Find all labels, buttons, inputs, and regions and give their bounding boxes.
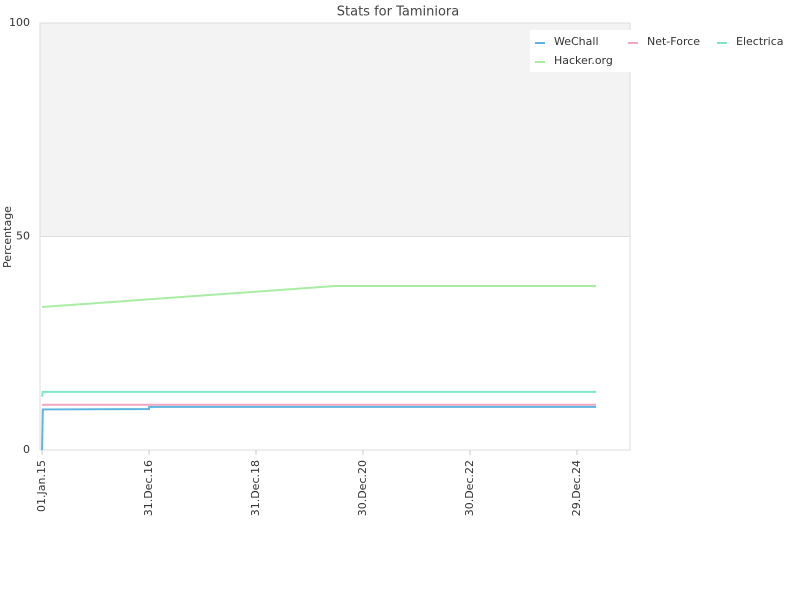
x-tick-label: 29.Dec.24 <box>570 460 583 516</box>
legend <box>530 30 642 72</box>
y-tick-label: 50 <box>16 230 30 243</box>
legend-label: WeChall <box>554 35 599 48</box>
y-tick-label: 100 <box>9 16 30 29</box>
legend-label: Electrica <box>736 35 784 48</box>
legend-label: Hacker.org <box>554 54 613 67</box>
series-line <box>41 285 597 308</box>
x-tick-label: 31.Dec.16 <box>142 460 155 516</box>
series-line <box>41 405 597 451</box>
chart-title: Stats for Taminiora <box>337 5 459 20</box>
x-tick-label: 01.Jan.15 <box>35 460 48 512</box>
series-line <box>41 390 597 397</box>
x-tick-label: 30.Dec.22 <box>463 460 476 516</box>
x-tick-label: 30.Dec.20 <box>356 460 369 516</box>
y-tick-label: 0 <box>23 443 30 456</box>
x-tick-label: 31.Dec.18 <box>249 460 262 516</box>
y-axis-label: Percentage <box>1 206 14 268</box>
legend-label: Net-Force <box>647 35 700 48</box>
